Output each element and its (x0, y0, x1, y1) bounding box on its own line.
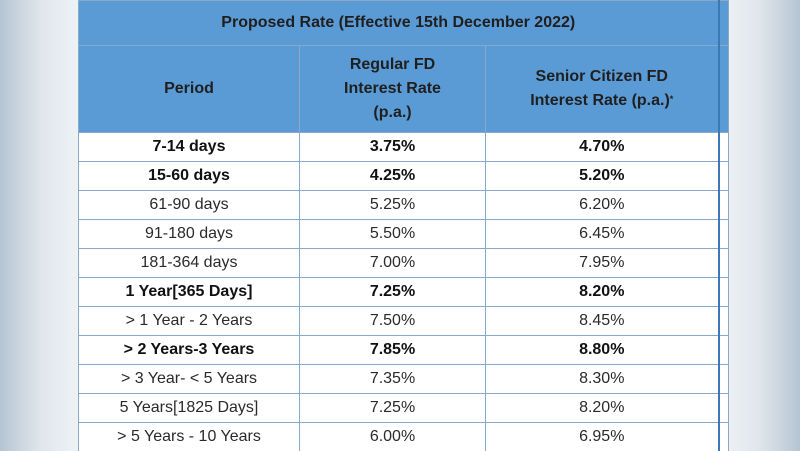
header-period: Period (78, 45, 300, 133)
cell-period: > 3 Year- < 5 Years (78, 364, 300, 394)
edge-cell (717, 364, 730, 394)
cell-senior-rate: 6.95% (484, 422, 720, 451)
header-senior-line-2: Interest Rate (p.a.) (530, 92, 670, 109)
table-row: 61-90 days 5.25% 6.20% (78, 190, 730, 220)
table-row: 181-364 days 7.00% 7.95% (78, 248, 730, 278)
cell-senior-rate: 8.80% (484, 335, 720, 365)
edge-cell (717, 45, 730, 133)
cell-period: 5 Years[1825 Days] (78, 393, 300, 423)
edge-cell (717, 422, 730, 451)
cell-regular-rate: 7.25% (299, 277, 486, 307)
table-row: > 3 Year- < 5 Years 7.35% 8.30% (78, 364, 730, 394)
cell-period: 1 Year[365 Days] (78, 277, 300, 307)
cell-senior-rate: 8.20% (484, 277, 720, 307)
cell-senior-rate: 8.45% (484, 306, 720, 336)
edge-cell (717, 248, 730, 278)
cell-period: 61-90 days (78, 190, 300, 220)
table-title-row: Proposed Rate (Effective 15th December 2… (77, 0, 730, 46)
table-title: Proposed Rate (Effective 15th December 2… (77, 0, 720, 46)
cell-senior-rate: 6.45% (484, 219, 720, 249)
cell-regular-rate: 4.25% (299, 161, 486, 191)
cell-regular-rate: 7.50% (299, 306, 486, 336)
table-row: > 2 Years-3 Years 7.85% 8.80% (78, 335, 730, 365)
header-regular-rate: Regular FD Interest Rate (p.a.) (299, 45, 486, 133)
cell-senior-rate: 4.70% (484, 132, 720, 162)
edge-cell (717, 393, 730, 423)
fd-rate-table: Proposed Rate (Effective 15th December 2… (77, 0, 730, 451)
table-row: 7-14 days 3.75% 4.70% (78, 132, 730, 162)
header-regular-line-1: Regular FD (349, 56, 436, 73)
cell-regular-rate: 3.75% (299, 132, 486, 162)
cell-regular-rate: 7.85% (299, 335, 486, 365)
cell-regular-rate: 7.35% (299, 364, 486, 394)
rate-rows: 7-14 days 3.75% 4.70% 15-60 days 4.25% 5.20% 6… (78, 132, 730, 451)
cell-regular-rate: 5.50% (299, 219, 486, 249)
header-senior-rate: Senior Citizen FD Interest Rate (p.a.)* (484, 45, 720, 133)
header-senior-line-1: Senior Citizen FD (535, 68, 668, 85)
cell-senior-rate: 8.20% (484, 393, 720, 423)
cell-period: > 1 Year - 2 Years (78, 306, 300, 336)
edge-cell (717, 277, 730, 307)
table-row: 1 Year[365 Days] 7.25% 8.20% (78, 277, 730, 307)
table-row: 91-180 days 5.50% 6.45% (78, 219, 730, 249)
cell-senior-rate: 5.20% (484, 161, 720, 191)
table-row: > 5 Years - 10 Years 6.00% 6.95% (78, 422, 730, 451)
cell-senior-rate: 8.30% (484, 364, 720, 394)
table-row: > 1 Year - 2 Years 7.50% 8.45% (78, 306, 730, 336)
edge-cell (717, 132, 730, 162)
cell-regular-rate: 7.00% (299, 248, 486, 278)
cell-senior-rate: 7.95% (484, 248, 720, 278)
table-row: 5 Years[1825 Days] 7.25% 8.20% (78, 393, 730, 423)
edge-cell (717, 0, 730, 46)
cell-period: > 2 Years-3 Years (78, 335, 300, 365)
cell-period: 15-60 days (78, 161, 300, 191)
cell-period: 181-364 days (78, 248, 300, 278)
edge-cell (717, 335, 730, 365)
edge-cell (717, 190, 730, 220)
edge-cell (717, 161, 730, 191)
header-regular-line-2: Interest Rate (344, 80, 441, 97)
cell-period: > 5 Years - 10 Years (78, 422, 300, 451)
table-row: 15-60 days 4.25% 5.20% (78, 161, 730, 191)
cell-period: 7-14 days (78, 132, 300, 162)
rate-table-container: Proposed Rate (Effective 15th December 2… (77, 0, 730, 451)
cell-regular-rate: 5.25% (299, 190, 486, 220)
cell-regular-rate: 7.25% (299, 393, 486, 423)
edge-cell (717, 219, 730, 249)
edge-cell (717, 306, 730, 336)
column-header-row: Period Regular FD Interest Rate (p.a.) S… (78, 45, 730, 133)
cell-period: 91-180 days (78, 219, 300, 249)
header-senior-asterisk: * (669, 94, 674, 104)
header-regular-line-3: (p.a.) (373, 104, 412, 121)
cell-senior-rate: 6.20% (484, 190, 720, 220)
cell-regular-rate: 6.00% (299, 422, 486, 451)
